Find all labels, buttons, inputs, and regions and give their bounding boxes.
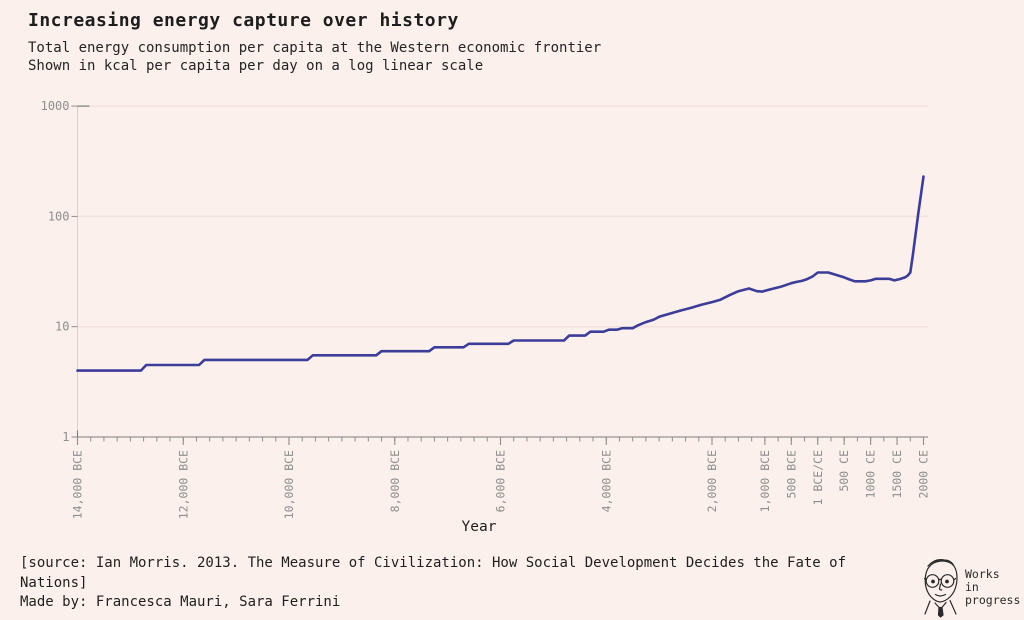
x-axis-tick-label: 12,000 BCE xyxy=(176,450,190,519)
x-axis-tick-label: 1 BCE/CE xyxy=(811,450,825,505)
portrait-sketch-icon xyxy=(923,559,958,618)
chart-title: Increasing energy capture over history xyxy=(28,10,459,31)
source-text: [source: Ian Morris. 2013. The Measure o… xyxy=(20,555,847,591)
x-axis-tick-label: 1500 CE xyxy=(890,450,904,499)
x-axis-tick-label: 8,000 BCE xyxy=(388,450,402,512)
x-axis-tick-label: 500 BCE xyxy=(784,450,798,499)
credits-text: Made by: Francesca Mauri, Sara Ferrini xyxy=(20,594,341,610)
chart-subtitle-line1: Total energy consumption per capita at t… xyxy=(28,40,602,56)
x-axis-tick-label: 14,000 BCE xyxy=(71,450,85,519)
y-axis-tick-label: 1 xyxy=(62,430,69,444)
x-axis-tick-label: 10,000 BCE xyxy=(282,450,296,519)
y-axis-tick-label: 100 xyxy=(48,209,70,223)
logo-text-line2: in xyxy=(965,579,979,594)
y-axis-tick-label: 1000 xyxy=(41,99,70,113)
logo-text-line3: progress xyxy=(965,592,1021,607)
x-axis-tick-label: 2000 CE xyxy=(917,450,931,499)
x-axis-tick-label: 4,000 BCE xyxy=(599,450,613,512)
logo-text: Works in progress xyxy=(965,566,1021,607)
data-line xyxy=(76,175,925,372)
x-axis-tick-label: 1,000 BCE xyxy=(758,450,772,512)
works-in-progress-logo: Works in progress xyxy=(916,556,1022,618)
y-axis-tick-label: 10 xyxy=(55,320,69,334)
x-axis-line xyxy=(76,430,928,438)
chart-header: Increasing energy capture over history T… xyxy=(28,10,601,75)
x-axis-tick-label: 6,000 BCE xyxy=(494,450,508,512)
x-axis-tick-label: 1000 CE xyxy=(864,450,878,499)
chart-subtitle-line2: Shown in kcal per capita per day on a lo… xyxy=(28,57,484,74)
logo-text-line1: Works xyxy=(965,566,1000,581)
x-axis-title: Year xyxy=(462,519,497,535)
chart-footer: [source: Ian Morris. 2013. The Measure o… xyxy=(20,554,872,613)
x-axis-tick-label: 500 CE xyxy=(837,450,851,492)
x-axis-tick-label: 2,000 BCE xyxy=(705,450,719,512)
